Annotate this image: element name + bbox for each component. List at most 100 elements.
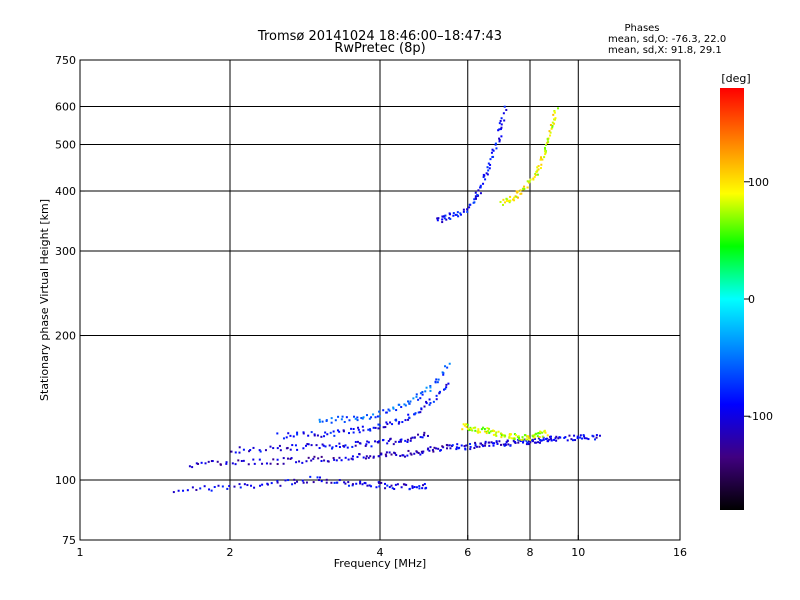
echo-point [459,212,462,215]
echo-point [538,441,541,444]
echo-point [234,451,237,454]
echo-point [401,421,404,424]
echo-point [491,155,494,158]
echo-point [466,427,469,430]
echo-point [455,446,458,449]
echo-point [551,126,554,129]
echo-point [438,392,441,395]
echo-point [356,416,359,419]
echo-point [261,483,264,486]
echo-point [302,432,305,435]
echo-point [372,426,375,429]
echo-point [474,426,477,429]
echo-point [474,443,477,446]
echo-point [417,398,420,401]
echo-point [338,430,341,433]
echo-point [466,210,469,213]
echo-point [405,483,408,486]
echo-point [321,420,324,423]
echo-point [576,437,579,440]
echo-point [334,419,337,422]
echo-point [497,129,500,132]
echo-point [522,441,525,444]
echo-point [522,438,525,441]
x-tick-label: 1 [77,546,84,559]
stats-o-line: mean, sd,O: -76.3, 22.0 [608,34,726,45]
echo-point [384,453,387,456]
echo-point [374,440,377,443]
x-tick-label: 6 [464,546,471,559]
echo-point [221,485,224,488]
echo-point [398,421,401,424]
echo-point [276,432,279,435]
echo-point [305,460,308,463]
echo-point [436,219,439,222]
echo-point [488,441,491,444]
echo-point [197,462,200,465]
echo-point [573,434,576,437]
echo-point [393,488,396,491]
echo-point [386,484,389,487]
echo-point [366,484,369,487]
echo-point [473,198,476,201]
echo-point [559,436,562,439]
echo-point [500,126,503,129]
echo-point [495,434,498,437]
echo-point [484,440,487,443]
echo-point [213,486,216,489]
echo-point [269,462,272,465]
echo-point [351,455,354,458]
echo-point [258,458,261,461]
echo-point [403,455,406,458]
echo-point [287,479,290,482]
stats-x-line: mean, sd,X: 91.8, 29.1 [608,45,722,56]
echo-point [291,444,294,447]
echo-point [318,447,321,450]
echo-point [415,395,418,398]
echo-point [507,443,510,446]
echo-point [435,398,438,401]
echo-point [237,459,240,462]
echo-point [423,482,426,485]
echo-point [554,437,557,440]
echo-point [408,488,411,491]
echo-point [507,200,510,203]
echo-point [476,194,479,197]
echo-point [363,481,366,484]
echo-point [456,443,459,446]
echo-point [466,208,469,211]
echo-point [509,444,512,447]
echo-point [347,458,350,461]
echo-point [248,450,251,453]
y-tick-label: 200 [55,330,76,343]
echo-point [282,437,285,440]
echo-point [418,485,421,488]
echo-point [413,486,416,489]
y-tick-label: 100 [55,474,76,487]
echo-point [505,108,508,111]
echo-point [318,420,321,423]
echo-point [428,403,431,406]
echo-point [488,431,491,434]
echo-point [310,444,313,447]
echo-point [429,386,432,389]
echo-point [493,430,496,433]
echo-point [421,452,424,455]
echo-point [471,429,474,432]
echo-point [543,429,546,432]
echo-point [367,456,370,459]
echo-point [505,197,508,200]
echo-point [388,451,391,454]
echo-point [415,486,418,489]
echo-point [437,217,440,220]
echo-point [332,430,335,433]
echo-point [380,481,383,484]
echo-point [546,137,549,140]
echo-point [487,169,490,172]
echo-point [402,454,405,457]
echo-point [478,445,481,448]
echo-point [484,442,487,445]
echo-point [520,192,523,195]
echo-point [587,438,590,441]
echo-point [335,459,338,462]
